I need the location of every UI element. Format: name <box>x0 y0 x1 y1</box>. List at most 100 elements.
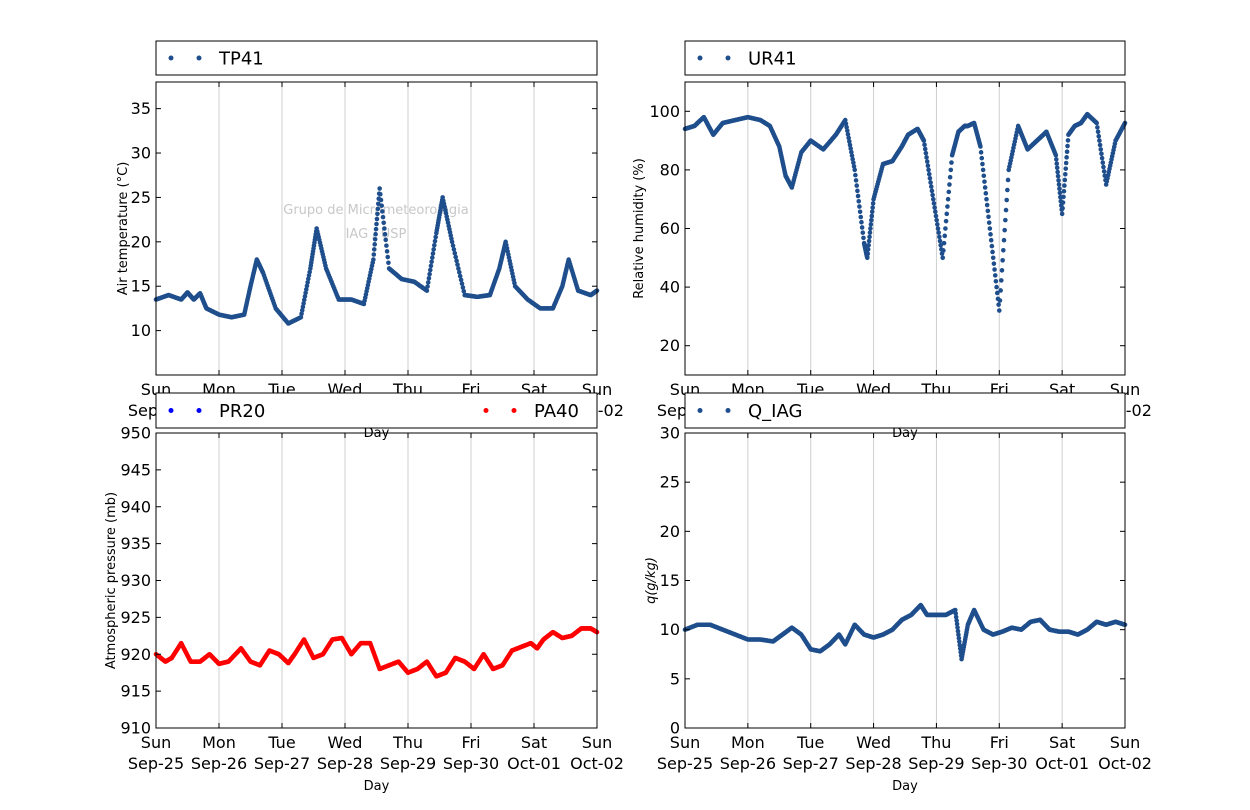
x-tick-label: Mon <box>202 733 236 752</box>
data-point <box>458 277 464 283</box>
y-tick-label: 945 <box>120 460 151 479</box>
data-point <box>302 294 308 299</box>
x-tick-label: Mon <box>731 733 765 752</box>
legend-label: UR41 <box>748 49 797 70</box>
data-point <box>845 128 850 134</box>
data-point <box>427 267 433 273</box>
data-point <box>861 235 866 241</box>
legend-box <box>155 40 598 76</box>
data-point <box>456 266 461 271</box>
data-point <box>937 238 943 244</box>
data-point <box>931 201 937 206</box>
x-tick-label: Sun <box>1110 733 1140 752</box>
data-point <box>843 121 849 126</box>
data-point <box>941 240 947 246</box>
data-point <box>867 234 872 240</box>
data-point <box>859 225 865 230</box>
data-point <box>430 255 435 260</box>
x-tick-label: Sun <box>141 733 171 752</box>
data-point <box>460 285 466 290</box>
data-point <box>850 156 855 162</box>
data-point <box>924 155 929 160</box>
data-point <box>929 188 935 194</box>
data-point <box>373 231 378 237</box>
data-point <box>935 222 940 227</box>
data-point <box>955 628 961 634</box>
legend-marker <box>196 55 202 61</box>
y-tick-label: 15 <box>131 277 151 296</box>
data-point <box>1054 161 1060 166</box>
legend-label: PA40 <box>534 401 579 422</box>
data-point <box>1056 182 1062 187</box>
data-point <box>424 288 430 293</box>
y-axis-title: q(g/kg) <box>644 557 659 604</box>
data-point <box>922 142 927 148</box>
data-point <box>382 231 388 237</box>
data-point <box>429 259 434 265</box>
data-point <box>858 214 864 220</box>
data-point <box>376 201 381 207</box>
data-point <box>1004 197 1009 203</box>
data-point <box>432 238 438 244</box>
data-point <box>1099 155 1105 161</box>
data-point <box>380 214 386 220</box>
data-point <box>999 268 1005 273</box>
data-point <box>431 247 436 252</box>
y-tick-label: 20 <box>131 232 151 251</box>
data-point <box>868 222 874 227</box>
data-point <box>1000 258 1005 263</box>
data-point <box>1063 166 1069 171</box>
data-point <box>301 301 306 306</box>
data-point <box>457 273 463 279</box>
legend: UR41 <box>684 40 1126 76</box>
data-point <box>988 232 993 237</box>
legend-box <box>684 392 1126 429</box>
data-point <box>378 191 383 197</box>
data-point <box>935 226 941 231</box>
y-tick-label: 950 <box>120 424 151 443</box>
data-point <box>992 273 998 278</box>
data-point <box>865 247 871 252</box>
x-tick-date-label: Sep-26 <box>720 754 776 773</box>
legend-marker <box>168 55 174 61</box>
data-point <box>847 142 853 148</box>
chart-panel-3: 910 915 920 925 930 935 940 945 950 Sun Sep-25 Mon S… <box>104 392 624 794</box>
legend-label: PR20 <box>219 401 265 422</box>
data-point <box>1101 164 1106 170</box>
data-point <box>427 271 432 277</box>
data-point <box>943 226 948 231</box>
data-point <box>957 639 962 644</box>
data-point <box>384 249 390 254</box>
x-tick-date-label: Sep-27 <box>254 754 310 773</box>
series-q_iag <box>682 602 1128 662</box>
data-point <box>375 206 381 212</box>
data-point <box>425 284 430 289</box>
data-point <box>459 281 465 286</box>
y-tick-label: 25 <box>660 473 680 492</box>
data-point <box>848 146 853 151</box>
data-point <box>386 260 391 266</box>
data-point <box>999 278 1004 283</box>
data-point <box>868 226 873 231</box>
data-point <box>852 167 858 173</box>
data-point <box>947 182 952 187</box>
data-point <box>371 247 377 252</box>
data-point <box>1097 138 1102 143</box>
data-point <box>859 219 864 225</box>
data-point <box>1100 160 1106 165</box>
data-point <box>996 302 1001 307</box>
y-axis-title: Atmospheric pressure (mb) <box>104 492 119 669</box>
legend-marker <box>725 408 731 413</box>
data-point <box>978 150 984 155</box>
x-tick-label: Sun <box>582 733 612 752</box>
data-point <box>1053 152 1059 158</box>
data-point <box>374 216 380 222</box>
x-tick-date-label: Sep-25 <box>657 754 713 773</box>
data-point <box>940 255 946 261</box>
data-point <box>870 201 876 206</box>
data-point <box>1062 183 1067 188</box>
data-point <box>932 205 937 210</box>
y-tick-label: 10 <box>131 321 151 340</box>
data-point <box>856 198 862 204</box>
